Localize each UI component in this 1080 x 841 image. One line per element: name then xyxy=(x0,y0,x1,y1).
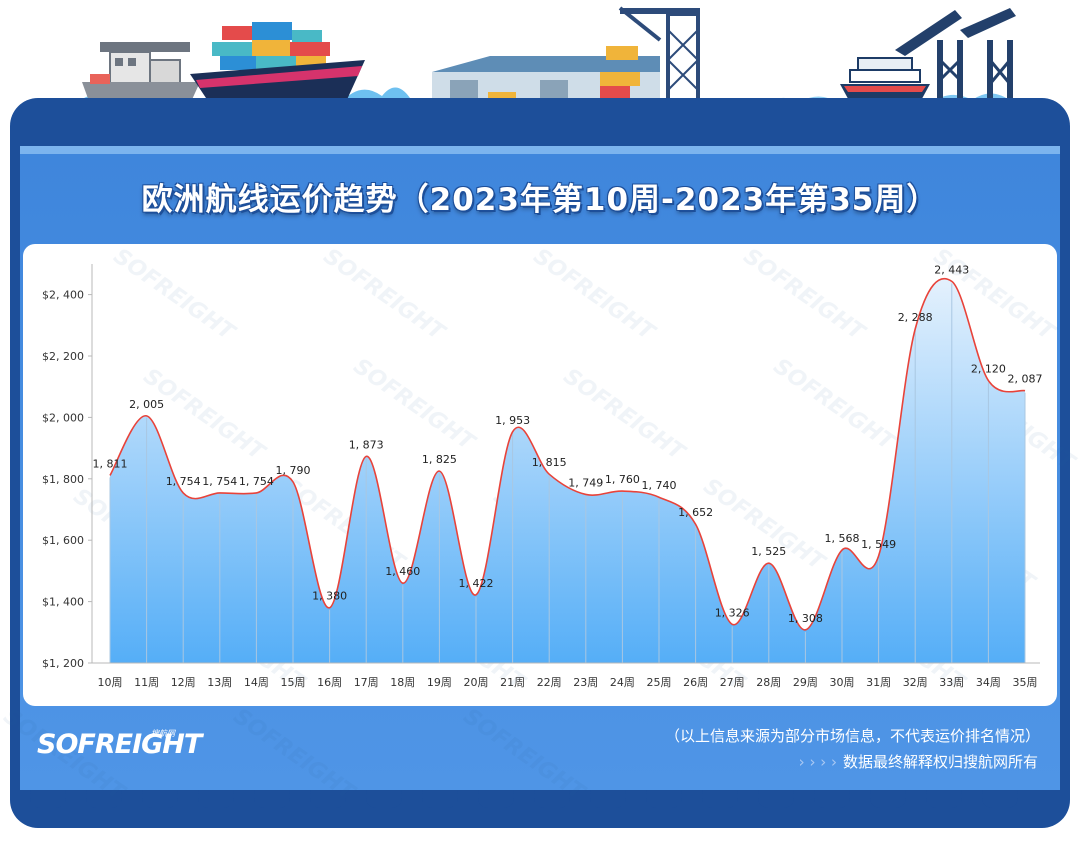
data-label: 2, 005 xyxy=(129,398,164,411)
x-tick-label: 21周 xyxy=(500,676,525,689)
x-tick-label: 15周 xyxy=(281,676,306,689)
x-tick-label: 17周 xyxy=(354,676,379,689)
x-tick-label: 33周 xyxy=(939,676,964,689)
y-tick-label: $1, 400 xyxy=(42,596,84,609)
data-label: 2, 087 xyxy=(1008,373,1043,386)
x-tick-label: 19周 xyxy=(427,676,452,689)
crane-icon xyxy=(606,6,700,112)
x-tick-label: 10周 xyxy=(98,676,123,689)
x-tick-label: 26周 xyxy=(683,676,708,689)
y-tick-label: $1, 800 xyxy=(42,473,84,486)
brand-logo: SOFREIGHT xyxy=(37,729,202,760)
data-label: 1, 422 xyxy=(459,577,494,590)
x-tick-label: 20周 xyxy=(464,676,489,689)
data-label: 1, 754 xyxy=(202,475,237,488)
y-tick-label: $2, 200 xyxy=(42,350,84,363)
data-label: 1, 308 xyxy=(788,612,823,625)
data-label: 1, 652 xyxy=(678,506,713,519)
x-tick-label: 22周 xyxy=(537,676,562,689)
left-ship-icon xyxy=(82,42,200,104)
data-label: 1, 873 xyxy=(349,438,384,451)
x-tick-label: 28周 xyxy=(756,676,781,689)
x-tick-label: 25周 xyxy=(647,676,672,689)
x-tick-label: 12周 xyxy=(171,676,196,689)
x-tick-label: 24周 xyxy=(610,676,635,689)
data-label: 1, 380 xyxy=(312,590,347,603)
area-fill xyxy=(110,278,1025,663)
data-label: 1, 760 xyxy=(605,473,640,486)
data-label: 1, 790 xyxy=(276,464,311,477)
data-label: 1, 749 xyxy=(568,476,603,489)
data-label: 1, 825 xyxy=(422,453,457,466)
data-label: 1, 326 xyxy=(715,606,750,619)
brand-logo-subtext: 搜航网 xyxy=(151,729,175,738)
copyright-note: › › › › 数据最终解释权归搜航网所有 xyxy=(560,751,1038,772)
data-label: 1, 953 xyxy=(495,414,530,427)
data-label: 1, 811 xyxy=(93,457,128,470)
x-tick-label: 13周 xyxy=(207,676,232,689)
x-tick-label: 18周 xyxy=(390,676,415,689)
x-tick-label: 23周 xyxy=(573,676,598,689)
data-label: 1, 754 xyxy=(166,475,201,488)
x-tick-label: 31周 xyxy=(866,676,891,689)
source-note: （以上信息来源为部分市场信息，不代表运价排名情况） xyxy=(664,727,1040,745)
series-line xyxy=(109,277,1026,631)
data-label: 2, 443 xyxy=(934,263,969,276)
port-illustration xyxy=(75,6,1016,112)
copyright-text: 数据最终解释权归搜航网所有 xyxy=(842,753,1038,771)
data-label: 1, 815 xyxy=(532,456,567,469)
data-label: 1, 740 xyxy=(642,479,677,492)
data-label: 2, 288 xyxy=(898,311,933,324)
y-tick-label: $1, 600 xyxy=(42,534,84,547)
data-label: 1, 525 xyxy=(751,545,786,558)
x-tick-label: 16周 xyxy=(317,676,342,689)
panel-bottom-edge xyxy=(20,784,1060,790)
y-tick-label: $2, 000 xyxy=(42,411,84,424)
x-tick-label: 32周 xyxy=(903,676,928,689)
data-label: 1, 549 xyxy=(861,538,896,551)
x-tick-label: 35周 xyxy=(1013,676,1038,689)
x-tick-label: 11周 xyxy=(134,676,159,689)
arrow-icon: › › › › xyxy=(798,753,837,771)
data-label: 2, 120 xyxy=(971,363,1006,376)
data-label: 1, 754 xyxy=(239,475,274,488)
data-label: 1, 460 xyxy=(385,565,420,578)
y-tick-label: $2, 400 xyxy=(42,289,84,302)
y-tick-label: $1, 200 xyxy=(42,657,84,670)
x-tick-label: 30周 xyxy=(830,676,855,689)
x-tick-label: 14周 xyxy=(244,676,269,689)
frame-trim xyxy=(20,146,1060,154)
x-tick-label: 34周 xyxy=(976,676,1001,689)
x-tick-label: 27周 xyxy=(720,676,745,689)
x-tick-label: 29周 xyxy=(793,676,818,689)
container-ship-icon xyxy=(190,22,365,104)
data-label: 1, 568 xyxy=(825,532,860,545)
chart-title: 欧洲航线运价趋势（2023年第10周-2023年第35周） xyxy=(141,182,939,218)
